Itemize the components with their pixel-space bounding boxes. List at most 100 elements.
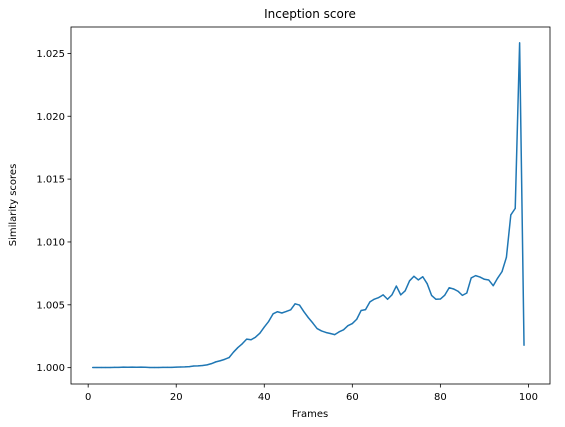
data-point xyxy=(228,357,230,359)
data-point xyxy=(395,285,397,287)
data-point xyxy=(342,329,345,331)
data-point xyxy=(158,366,160,369)
y-tick-label: 1.000 xyxy=(36,363,65,374)
data-point xyxy=(100,366,102,369)
data-point xyxy=(153,366,155,369)
data-point xyxy=(210,363,213,365)
data-point xyxy=(356,318,358,320)
data-point xyxy=(162,366,164,369)
data-point xyxy=(224,358,226,360)
data-point xyxy=(144,366,146,368)
data-point xyxy=(184,366,186,368)
data-point xyxy=(202,364,204,367)
data-point xyxy=(303,311,305,313)
data-point xyxy=(439,298,441,300)
data-point xyxy=(188,366,191,368)
data-point xyxy=(347,325,349,327)
data-point xyxy=(475,275,477,277)
data-point xyxy=(334,334,336,336)
data-point xyxy=(426,283,428,285)
data-point xyxy=(444,294,446,296)
data-point xyxy=(448,287,450,289)
x-tick-label: 100 xyxy=(519,392,538,403)
data-point xyxy=(360,309,362,312)
data-point xyxy=(219,360,221,362)
data-point xyxy=(470,277,472,279)
data-point xyxy=(91,366,94,369)
data-point xyxy=(254,336,257,338)
data-point xyxy=(118,366,120,369)
y-tick-label: 1.020 xyxy=(36,112,65,123)
x-tick-label: 80 xyxy=(434,392,447,403)
data-point xyxy=(281,312,283,314)
data-point xyxy=(298,304,301,306)
data-point xyxy=(382,294,384,296)
data-point xyxy=(501,271,503,273)
data-point xyxy=(131,366,133,368)
data-point xyxy=(364,308,367,311)
data-point xyxy=(136,366,138,368)
data-point xyxy=(369,301,371,303)
axes-frame xyxy=(70,26,551,385)
data-point xyxy=(241,343,243,345)
data-point xyxy=(351,322,353,325)
data-point xyxy=(105,366,107,369)
data-point xyxy=(461,294,463,296)
data-point xyxy=(505,256,508,258)
data-point xyxy=(197,365,199,367)
data-point xyxy=(523,344,525,347)
data-point xyxy=(452,288,455,290)
y-tick-label: 1.010 xyxy=(36,237,65,248)
data-point xyxy=(250,339,252,341)
data-point xyxy=(386,298,389,300)
data-point xyxy=(413,275,415,277)
data-point xyxy=(479,276,481,278)
data-point xyxy=(246,338,248,340)
data-point xyxy=(430,294,433,296)
data-point xyxy=(166,366,169,369)
data-point xyxy=(206,364,208,366)
data-point xyxy=(180,366,182,368)
data-point xyxy=(378,296,380,299)
data-point xyxy=(316,327,318,330)
data-point xyxy=(272,313,274,315)
data-point xyxy=(140,366,142,368)
data-point xyxy=(237,346,239,349)
data-point xyxy=(391,294,393,296)
data-point xyxy=(149,366,151,369)
data-point xyxy=(312,322,314,324)
data-point xyxy=(276,311,279,313)
data-point xyxy=(171,366,173,369)
data-point xyxy=(320,330,323,332)
chart-title: Inception score xyxy=(264,7,356,21)
data-point xyxy=(96,366,98,369)
data-point xyxy=(268,320,270,322)
data-point xyxy=(232,351,235,353)
y-tick-label: 1.015 xyxy=(36,175,65,186)
data-point xyxy=(285,310,287,313)
data-point xyxy=(259,332,261,334)
data-point xyxy=(175,366,177,368)
data-point xyxy=(519,42,521,44)
data-point xyxy=(122,366,124,368)
data-point xyxy=(307,317,309,319)
data-point xyxy=(127,366,129,368)
data-point xyxy=(193,365,195,367)
data-point xyxy=(435,298,437,300)
data-point xyxy=(263,326,265,328)
data-point xyxy=(404,290,406,292)
data-point xyxy=(329,332,331,335)
y-axis-label: Similarity scores xyxy=(8,164,19,247)
y-axis: 1.000 1.005 1.010 1.015 1.020 1.025 xyxy=(36,49,71,374)
data-point xyxy=(514,207,516,209)
data-point xyxy=(400,294,402,296)
data-point xyxy=(492,285,494,287)
data-point xyxy=(488,279,490,281)
data-point xyxy=(113,366,116,369)
x-axis: 0 20 40 60 80 100 xyxy=(85,384,538,403)
data-point xyxy=(483,278,485,280)
data-point xyxy=(408,280,411,282)
data-point xyxy=(294,303,296,305)
